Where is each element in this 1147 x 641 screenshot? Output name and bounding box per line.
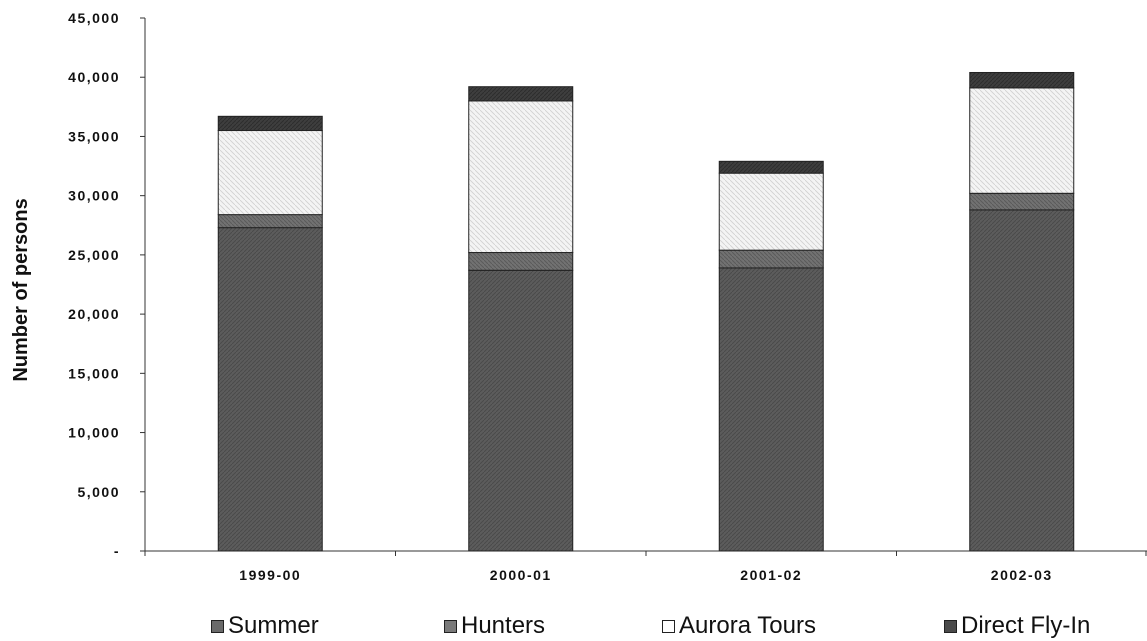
y-tick-label: 40,000 [68,69,120,85]
stacked-bar-chart: - 5,000 10,000 15,000 20,000 25,000 30,000 35,0… [10,10,1147,583]
y-axis-title: Number of persons [10,198,32,381]
y-tick-label: 5,000 [77,484,120,500]
legend-swatch [944,619,957,633]
bars [217,71,1075,552]
bar-segment-summer [217,227,323,552]
legend-swatch [211,619,224,633]
legend-label: Summer [228,612,319,639]
y-tick-label: 10,000 [68,425,120,441]
legend-swatch [662,619,675,633]
y-tick-label: 35,000 [68,128,120,144]
y-axis: - 5,000 10,000 15,000 20,000 25,000 30,000 35,0… [68,10,146,559]
legend-label: Hunters [461,612,546,639]
bar-segment-direct-fly-in [718,160,824,174]
legend-swatch [444,619,457,633]
x-tick-label: 2002-03 [991,567,1053,583]
bar-segment-hunters [217,214,323,229]
x-axis: 1999-00 2000-01 2001-02 2002-03 [144,550,1147,583]
y-tick-label: 20,000 [68,306,120,322]
y-tick-label: 25,000 [68,247,120,263]
y-tick-label: 15,000 [68,365,120,381]
legend-item-summer: Summer [211,612,319,640]
bar-segment-aurora-tours [718,172,824,251]
bar-segment-hunters [969,192,1075,211]
y-tick-label: - [114,543,120,559]
bar-segment-direct-fly-in [969,71,1075,89]
bar-segment-direct-fly-in [468,86,574,102]
bar-segment-aurora-tours [468,100,574,254]
bar-segment-hunters [468,252,574,271]
bar-segment-summer [468,269,574,552]
bar-segment-hunters [718,249,824,269]
bar-segment-direct-fly-in [217,115,323,132]
bar-segment-summer [969,209,1075,552]
x-tick-label: 2000-01 [490,567,552,583]
bar-segment-summer [718,267,824,552]
legend-item-aurora-tours: Aurora Tours [662,612,816,640]
x-tick-label: 2001-02 [740,567,802,583]
y-tick-label: 30,000 [68,188,120,204]
legend-item-hunters: Hunters [444,612,545,640]
bar-segment-aurora-tours [969,87,1075,194]
y-tick-label: 45,000 [68,10,120,26]
legend-item-direct-fly-in: Direct Fly-In [944,612,1090,640]
x-tick-label: 1999-00 [239,567,301,583]
legend-label: Direct Fly-In [961,612,1091,639]
legend-label: Aurora Tours [679,612,816,639]
legend: Summer Hunters Aurora Tours Direct Fly-In [0,612,1147,641]
bar-segment-aurora-tours [217,130,323,216]
